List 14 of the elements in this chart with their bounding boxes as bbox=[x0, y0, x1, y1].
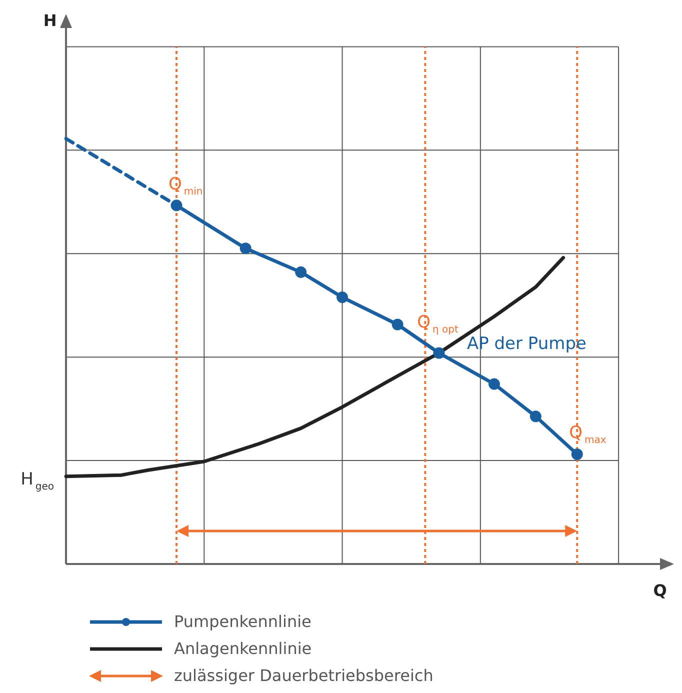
text: H bbox=[43, 11, 57, 30]
point bbox=[571, 448, 583, 460]
point bbox=[392, 318, 404, 330]
point bbox=[433, 347, 445, 359]
text: zulässiger Dauerbetriebsbereich bbox=[174, 666, 434, 685]
legend-label: Pumpenkennlinie bbox=[174, 612, 312, 631]
point bbox=[240, 242, 252, 254]
point bbox=[336, 292, 348, 304]
point bbox=[530, 410, 542, 422]
point bbox=[295, 266, 307, 278]
legend-label: Anlagenkennlinie bbox=[174, 639, 312, 658]
x-axis-title: Q bbox=[653, 581, 667, 600]
point bbox=[170, 200, 182, 212]
point bbox=[488, 378, 500, 390]
